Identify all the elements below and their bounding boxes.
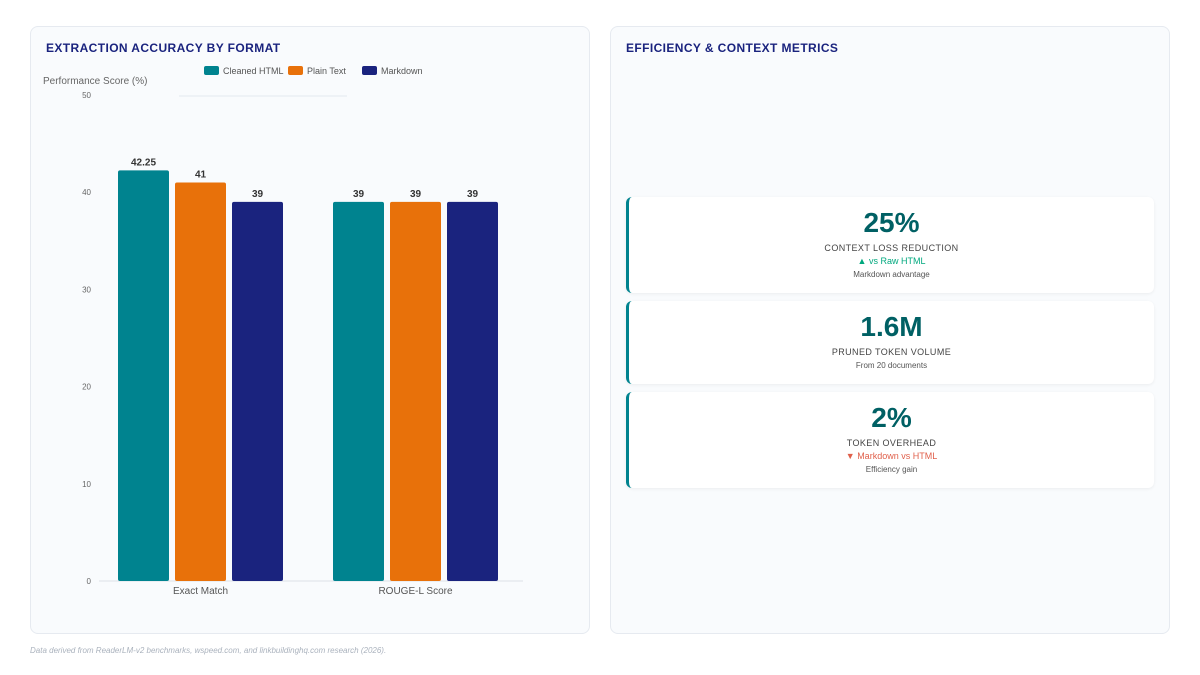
footer-source-note: Data derived from ReaderLM-v2 benchmarks… [30, 646, 387, 655]
metric-card-context-loss: 25% CONTEXT LOSS REDUCTION ▲ vs Raw HTML… [626, 197, 1154, 293]
accuracy-panel-title: EXTRACTION ACCURACY BY FORMAT [46, 41, 281, 55]
y-tick-label: 0 [87, 577, 92, 586]
metric-card-token-overhead: 2% TOKEN OVERHEAD ▼ Markdown vs HTML Eff… [626, 392, 1154, 488]
legend-label: Cleaned HTML [223, 66, 284, 76]
legend-swatch [288, 66, 303, 75]
metric-note: Markdown advantage [853, 270, 930, 279]
metric-value: 1.6M [860, 311, 923, 342]
data-label: 39 [252, 189, 264, 200]
x-category-label: ROUGE-L Score [378, 586, 453, 597]
y-tick-label: 40 [82, 188, 91, 197]
efficiency-panel-title: EFFICIENCY & CONTEXT METRICS [626, 41, 839, 55]
metric-value: 25% [863, 207, 920, 238]
metric-label: PRUNED TOKEN VOLUME [831, 347, 952, 357]
x-category-label: Exact Match [173, 586, 228, 597]
legend-label: Markdown [381, 66, 423, 76]
legend-swatch [204, 66, 219, 75]
y-tick-label: 20 [82, 383, 91, 392]
data-label: 41 [195, 169, 207, 180]
y-tick-label: 10 [82, 480, 91, 489]
y-tick-label: 30 [82, 285, 91, 294]
data-label: 42.25 [131, 157, 156, 168]
bar-markdown [447, 201, 498, 582]
bar-cleaned-html [333, 201, 384, 582]
bar-markdown [232, 201, 283, 582]
metric-note: Efficiency gain [865, 465, 918, 474]
metric-label: CONTEXT LOSS REDUCTION [824, 243, 959, 253]
legend-swatch [362, 66, 377, 75]
bar-plain-text [390, 201, 441, 582]
metric-delta-down: ▼ Markdown vs HTML [845, 451, 938, 461]
accuracy-panel: EXTRACTION ACCURACY BY FORMAT Performanc… [30, 26, 590, 634]
data-label: 39 [467, 189, 479, 200]
bar-cleaned-html [118, 170, 169, 581]
efficiency-panel: EFFICIENCY & CONTEXT METRICS 25% CONTEXT… [610, 26, 1170, 634]
metric-delta-up: ▲ vs Raw HTML [857, 256, 926, 266]
y-axis-title: Performance Score (%) [43, 76, 147, 87]
legend-label: Plain Text [307, 66, 346, 76]
bar-plain-text [175, 182, 226, 582]
metric-value: 2% [871, 402, 912, 433]
data-label: 39 [353, 189, 365, 200]
data-label: 39 [410, 189, 422, 200]
metric-label: TOKEN OVERHEAD [846, 438, 937, 448]
accuracy-bar-chart: Performance Score (%) 0 10 20 30 40 50 42.25 41 3… [43, 66, 523, 597]
metric-note: From 20 documents [855, 361, 928, 370]
y-tick-label: 50 [82, 91, 91, 100]
metric-card-pruned-tokens: 1.6M PRUNED TOKEN VOLUME From 20 documen… [626, 301, 1154, 384]
